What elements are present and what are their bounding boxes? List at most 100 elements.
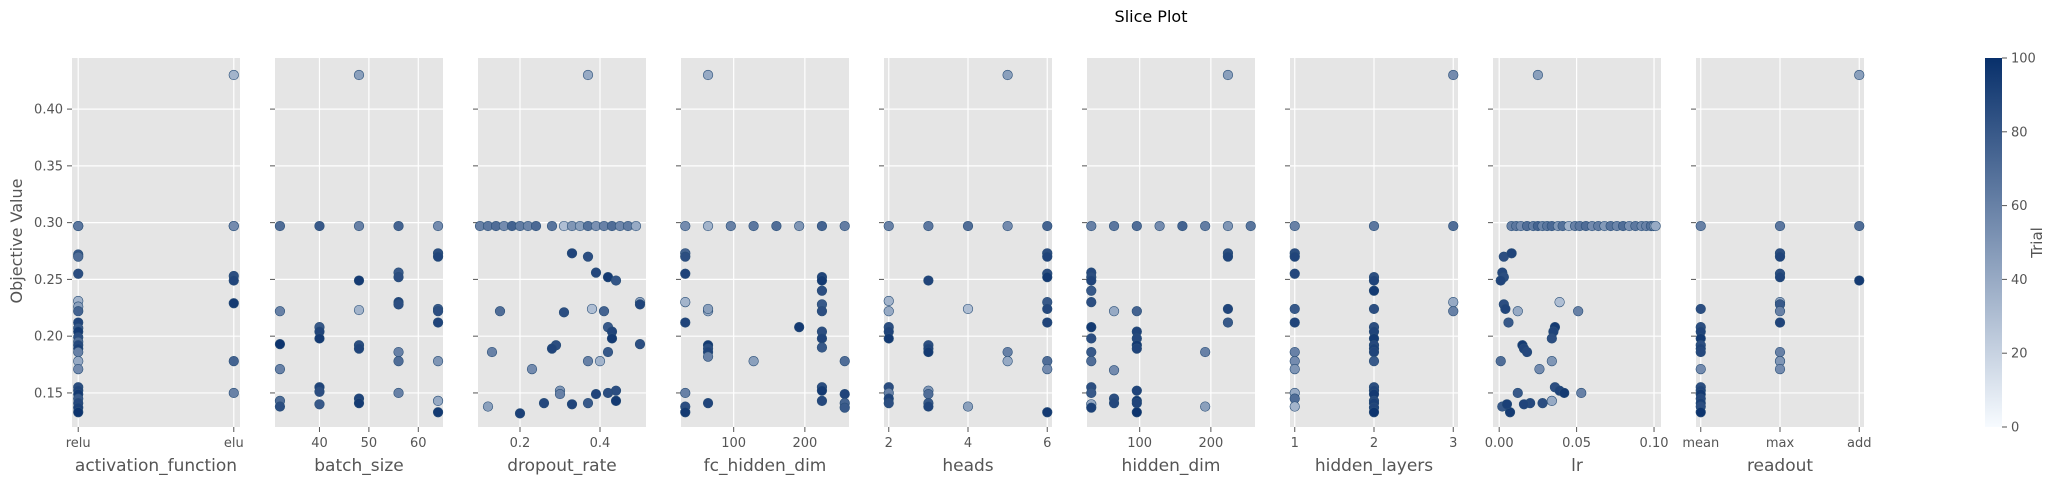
data-point: [680, 220, 691, 232]
colorbar-tick-label: 20: [2011, 347, 2028, 362]
data-point: [1289, 401, 1300, 412]
data-point: [1108, 220, 1120, 232]
data-point: [606, 333, 618, 344]
data-point: [839, 220, 850, 232]
data-point: [794, 321, 805, 333]
data-point: [1154, 220, 1165, 232]
data-point: [432, 407, 444, 418]
data-point: [1086, 387, 1097, 399]
data-point: [314, 399, 325, 410]
data-point: [1854, 69, 1865, 81]
panel-readout: mean max add readout: [1682, 58, 1871, 476]
data-point: [1512, 387, 1523, 399]
panels: 0.15 0.20 0.25 0.30 0.35 0.40 relu elu activatio…: [34, 58, 1871, 476]
data-point: [923, 401, 934, 412]
data-point: [1774, 346, 1786, 358]
data-point: [228, 356, 239, 367]
data-point: [353, 69, 365, 81]
panel-lr: 0.00 0.05 0.10 lr: [1485, 58, 1669, 476]
data-point: [1131, 343, 1142, 354]
data-point: [73, 364, 84, 375]
data-point: [771, 220, 782, 232]
colorbar-tick-label: 100: [2011, 52, 2036, 67]
data-point: [1559, 387, 1570, 399]
data-point: [1131, 220, 1142, 232]
data-point: [962, 401, 974, 412]
data-point: [228, 275, 239, 286]
data-point: [432, 356, 444, 367]
x-axis-label: batch_size: [314, 456, 403, 476]
data-point: [1368, 303, 1380, 315]
x-tick-label: 3: [1449, 436, 1457, 451]
data-point: [839, 356, 850, 367]
data-point: [1222, 69, 1234, 81]
data-point: [314, 386, 325, 397]
x-axis-label: activation_function: [75, 456, 237, 476]
data-point: [1774, 306, 1786, 317]
data-point: [816, 395, 828, 406]
data-point: [1774, 220, 1786, 232]
data-point: [1695, 407, 1706, 418]
data-point: [1042, 272, 1053, 283]
data-point: [594, 356, 606, 367]
data-point: [1108, 398, 1120, 409]
data-point: [1086, 356, 1097, 367]
data-point: [538, 398, 550, 409]
data-point: [1368, 220, 1380, 232]
colorbar-gradient: [1985, 58, 2002, 427]
data-point: [1131, 385, 1142, 396]
data-point: [1108, 365, 1120, 376]
data-point: [274, 401, 286, 412]
data-point: [1289, 346, 1300, 358]
data-point: [314, 220, 325, 232]
x-tick-label: 4: [964, 436, 972, 451]
data-point: [582, 69, 594, 81]
data-point: [1512, 306, 1523, 317]
data-point: [1546, 333, 1557, 344]
panel-background: [275, 58, 443, 427]
data-point: [1576, 387, 1587, 399]
data-point: [1495, 275, 1506, 286]
data-point: [816, 275, 828, 286]
data-point: [1554, 297, 1565, 308]
x-tick-label: 100: [1127, 436, 1152, 451]
data-point: [353, 343, 365, 354]
data-point: [680, 268, 691, 279]
data-point: [702, 398, 714, 409]
data-point: [1368, 346, 1380, 358]
x-tick-label: 100: [721, 436, 746, 451]
panel-heads: 2 4 6 heads: [879, 58, 1053, 476]
y-tick-label: 0.30: [34, 216, 63, 231]
panel-background: [478, 58, 646, 427]
data-point: [274, 306, 286, 317]
data-point: [1546, 395, 1557, 406]
data-point: [1086, 333, 1097, 344]
x-axis-label: heads: [942, 456, 993, 476]
data-point: [1368, 356, 1380, 367]
data-point: [883, 398, 894, 409]
data-point: [546, 343, 558, 354]
data-point: [1042, 364, 1053, 375]
data-point: [1546, 356, 1557, 367]
y-tick-label: 0.25: [34, 273, 63, 288]
data-point: [1448, 220, 1459, 232]
data-point: [602, 387, 614, 399]
data-point: [748, 220, 759, 232]
data-point: [1500, 303, 1511, 315]
data-point: [590, 267, 602, 278]
data-point: [526, 364, 538, 375]
data-point: [1289, 317, 1300, 328]
data-point: [680, 251, 691, 262]
data-point: [1200, 401, 1211, 412]
data-point: [494, 306, 506, 317]
x-axis-label: readout: [1747, 456, 1813, 476]
x-tick-label: 0.4: [590, 436, 611, 451]
data-point: [274, 364, 286, 375]
data-point: [680, 387, 691, 399]
data-point: [1222, 251, 1234, 262]
data-point: [353, 398, 365, 409]
data-point: [883, 220, 894, 232]
data-point: [1774, 251, 1786, 262]
panel-hidden_layers: 1 2 3 hidden_layers: [1285, 58, 1459, 476]
data-point: [1086, 275, 1097, 286]
